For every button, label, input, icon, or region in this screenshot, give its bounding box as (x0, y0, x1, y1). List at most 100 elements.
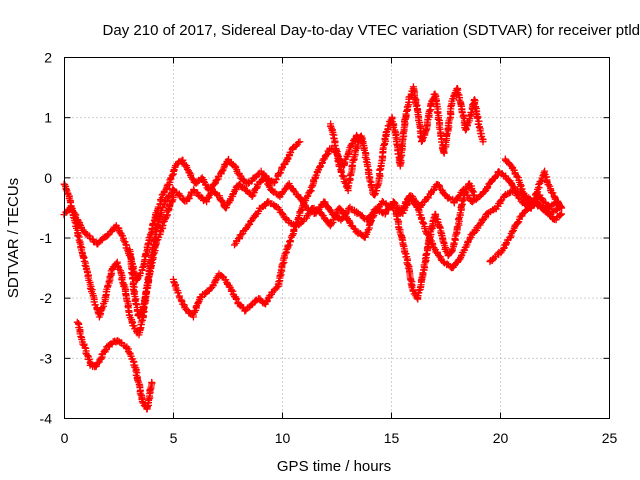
data-point (218, 272, 226, 280)
data-point (557, 211, 565, 219)
data-point (97, 354, 105, 362)
data-point (289, 144, 297, 152)
data-point (532, 189, 540, 197)
data-point (374, 181, 382, 189)
data-point (329, 130, 337, 138)
data-point (509, 227, 517, 235)
data-point (323, 151, 331, 159)
data-point (459, 113, 467, 121)
data-point (462, 126, 470, 134)
data-point (530, 194, 538, 202)
data-point (462, 125, 470, 133)
data-point (298, 197, 306, 205)
data-point (218, 196, 226, 204)
data-point (91, 301, 99, 309)
data-point (319, 156, 327, 164)
series-track-b (60, 174, 276, 339)
y-axis-label: SDTVAR / TECUs (5, 178, 22, 298)
data-point (335, 162, 343, 170)
data-point (296, 138, 304, 146)
data-point (222, 161, 230, 169)
data-point (558, 204, 566, 212)
data-point (164, 193, 172, 201)
data-point (450, 199, 458, 207)
data-point (244, 222, 252, 230)
data-point (316, 163, 324, 171)
data-point (470, 192, 478, 200)
data-point (76, 239, 84, 247)
data-point (345, 204, 353, 212)
data-point (67, 203, 75, 211)
data-point (80, 254, 88, 262)
data-point (514, 219, 522, 227)
data-point (399, 129, 407, 137)
data-point (360, 145, 368, 153)
y-tick-label: -3 (40, 350, 53, 366)
data-point (334, 157, 342, 165)
data-point (492, 172, 500, 180)
x-tick-label: 15 (384, 430, 400, 446)
data-point (80, 258, 88, 266)
data-point (469, 191, 477, 199)
data-point (98, 304, 106, 312)
series-track-h (326, 83, 487, 199)
data-point (286, 236, 294, 244)
data-point (387, 202, 395, 210)
data-point (337, 168, 345, 176)
chart-title: Day 210 of 2017, Sidereal Day-to-day VTE… (103, 22, 640, 39)
data-point (510, 183, 518, 191)
series-track-a (60, 138, 304, 284)
series-track-i (392, 180, 478, 303)
data-point (213, 176, 221, 184)
x-tick-label: 10 (275, 430, 291, 446)
data-point (419, 135, 427, 143)
data-point (454, 90, 462, 98)
data-point (289, 231, 297, 239)
series-track-c (73, 318, 156, 413)
data-point (222, 204, 230, 212)
data-point (153, 221, 161, 229)
y-tick-label: -4 (40, 411, 53, 427)
data-point (449, 263, 457, 271)
data-point (376, 166, 384, 174)
data-point (105, 277, 113, 285)
data-point (138, 398, 146, 406)
data-point (134, 377, 142, 385)
data-point (306, 188, 314, 196)
data-point (446, 115, 454, 123)
data-point (74, 232, 82, 240)
data-point (169, 185, 177, 193)
axis-ticks: 0 5 10 15 20 25 -4 -3 -2 -1 0 1 2 (40, 50, 618, 447)
data-point (287, 149, 295, 157)
data-point (558, 210, 566, 218)
data-point (427, 226, 435, 234)
data-point (211, 277, 219, 285)
data-point (153, 237, 161, 245)
data-point (253, 184, 261, 192)
data-point (506, 234, 514, 242)
data-point (248, 193, 256, 201)
data-point (455, 215, 463, 223)
data-point (347, 141, 355, 149)
data-point (313, 207, 321, 215)
series-track-d (126, 192, 177, 320)
data-point (505, 189, 513, 197)
y-tick-label: 1 (44, 110, 52, 126)
data-point (460, 189, 468, 197)
data-point (170, 192, 177, 200)
data-point (472, 196, 480, 204)
data-point (425, 234, 433, 242)
data-point (418, 273, 426, 281)
y-tick-label: -2 (40, 290, 53, 306)
data-point (153, 224, 161, 232)
data-point (371, 191, 379, 199)
data-point (327, 220, 335, 228)
data-point (136, 390, 144, 398)
data-point (378, 197, 386, 205)
data-point (332, 147, 340, 155)
data-point (126, 250, 134, 258)
data-point (265, 182, 273, 190)
data-point (168, 197, 176, 205)
data-point (242, 225, 250, 233)
